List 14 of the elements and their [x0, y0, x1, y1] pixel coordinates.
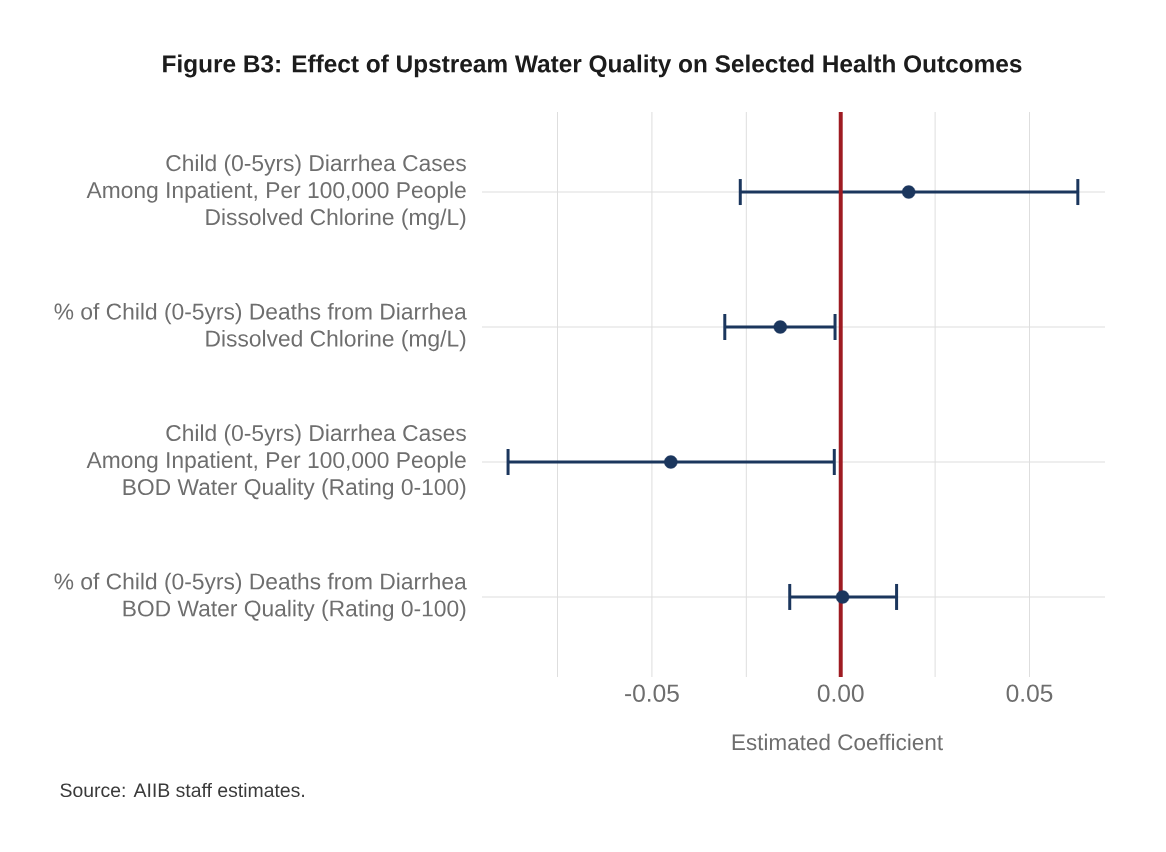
y-tick-label: % of Child (0-5yrs) Deaths from Diarrhea Dissolved Chlorine (mg/L) [54, 302, 467, 352]
y-tick-label: % of Child (0-5yrs) Deaths from Diarrhea BOD Water Quality (Rating 0-100) [54, 572, 467, 622]
x-axis-title: Estimated Coefficient [732, 733, 943, 751]
point [835, 590, 850, 604]
chart-title: Figure B3: Effect of Upstream Water Quality on Selected Health Outcomes [163, 54, 1022, 78]
y-tick-label: Child (0-5yrs) Diarrhea Cases Among Inpatient, Per 100,000 People BOD Water Quality (Rating 0-100) [86, 424, 466, 500]
point [664, 455, 678, 469]
x-tick-label: 0.05 [1006, 684, 1053, 702]
y-tick-label: Child (0-5yrs) Diarrhea Cases Among Inpatient, Per 100,000 People Dissolved Chlorine (mg/L) [86, 154, 466, 230]
point [773, 320, 787, 334]
point [901, 185, 916, 199]
source-note: Source: AIIB staff estimates. [60, 782, 304, 798]
x-tick-label: -0.05 [625, 684, 679, 702]
x-tick-label: 0.00 [817, 684, 864, 702]
